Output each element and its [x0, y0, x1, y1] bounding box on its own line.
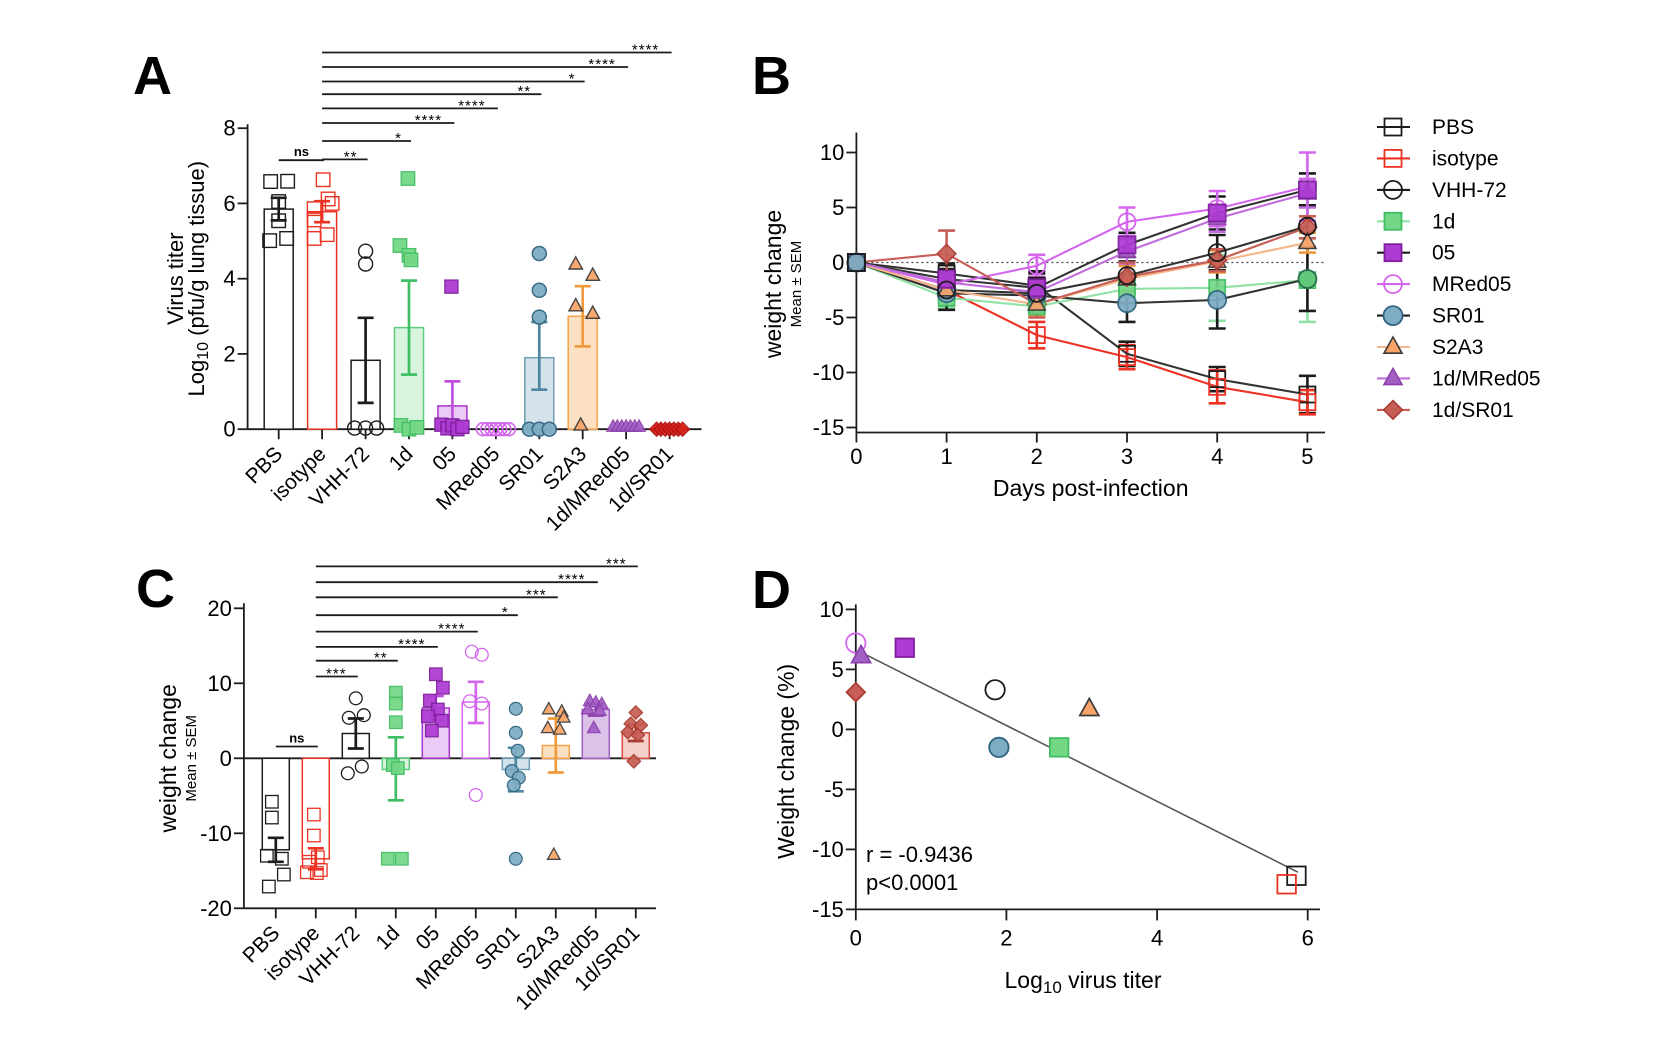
svg-text:-10: -10	[813, 360, 845, 385]
svg-text:PBS: PBS	[1432, 116, 1474, 139]
svg-text:S2A3: S2A3	[1432, 336, 1483, 359]
svg-text:weight change: weight change	[760, 210, 786, 359]
svg-text:10: 10	[207, 671, 231, 696]
svg-text:-5: -5	[825, 305, 845, 330]
svg-text:2: 2	[1000, 925, 1012, 950]
svg-text:SR01: SR01	[1432, 305, 1485, 328]
svg-text:r = -0.9436: r = -0.9436	[866, 842, 973, 867]
svg-text:1d: 1d	[1432, 210, 1455, 233]
svg-text:0: 0	[223, 417, 235, 442]
svg-text:5: 5	[832, 657, 844, 682]
svg-text:Days post-infection: Days post-infection	[993, 475, 1189, 501]
svg-text:ns: ns	[294, 144, 309, 159]
svg-text:VHH-72: VHH-72	[1432, 179, 1507, 202]
svg-text:-10: -10	[200, 821, 232, 846]
svg-text:1d/SR01: 1d/SR01	[1432, 399, 1514, 422]
svg-text:***: ***	[526, 586, 547, 603]
svg-text:Weight change (%): Weight change (%)	[773, 664, 799, 859]
svg-text:-5: -5	[824, 777, 844, 802]
svg-text:4: 4	[223, 266, 235, 291]
svg-text:****: ****	[398, 636, 425, 653]
svg-text:p<0.0001: p<0.0001	[866, 870, 958, 895]
svg-text:****: ****	[458, 97, 485, 114]
svg-text:-10: -10	[812, 837, 844, 862]
svg-text:-15: -15	[813, 415, 845, 440]
svg-text:*: *	[502, 604, 509, 621]
svg-text:20: 20	[207, 596, 231, 621]
svg-text:0: 0	[220, 746, 232, 771]
svg-text:4: 4	[1151, 925, 1163, 950]
svg-text:2: 2	[223, 341, 235, 366]
svg-text:*: *	[569, 71, 576, 88]
svg-text:C: C	[136, 559, 175, 619]
svg-text:6: 6	[223, 191, 235, 216]
svg-text:**: **	[344, 148, 358, 165]
svg-text:****: ****	[588, 56, 615, 73]
svg-text:Log10 virus titer: Log10 virus titer	[1005, 967, 1162, 997]
svg-text:***: ***	[326, 666, 347, 683]
svg-text:****: ****	[438, 621, 465, 638]
svg-text:**: **	[374, 650, 388, 667]
svg-text:****: ****	[558, 571, 585, 588]
svg-text:*: *	[395, 130, 402, 147]
svg-text:5: 5	[1301, 444, 1313, 469]
svg-text:0: 0	[850, 444, 862, 469]
svg-text:-20: -20	[200, 896, 232, 921]
svg-text:5: 5	[832, 195, 844, 220]
svg-text:0: 0	[832, 717, 844, 742]
svg-text:ns: ns	[289, 731, 304, 746]
svg-text:-15: -15	[812, 897, 844, 922]
svg-text:****: ****	[415, 112, 442, 129]
svg-text:Mean ± SEM: Mean ± SEM	[183, 715, 200, 802]
svg-text:**: **	[517, 83, 531, 100]
svg-text:weight change: weight change	[155, 684, 181, 833]
svg-text:3: 3	[1121, 444, 1133, 469]
svg-text:****: ****	[632, 42, 659, 59]
svg-text:1: 1	[940, 444, 952, 469]
svg-text:B: B	[752, 46, 791, 106]
svg-text:Virus titer: Virus titer	[163, 232, 188, 325]
svg-text:0: 0	[850, 925, 862, 950]
svg-text:Log10 (pfu/g lung tissue): Log10 (pfu/g lung tissue)	[184, 161, 212, 397]
svg-text:D: D	[752, 560, 791, 620]
svg-text:6: 6	[1302, 925, 1314, 950]
svg-text:MRed05: MRed05	[1432, 273, 1511, 296]
svg-text:10: 10	[819, 597, 843, 622]
svg-text:8: 8	[223, 116, 235, 141]
svg-text:10: 10	[820, 140, 844, 165]
svg-text:0: 0	[832, 250, 844, 275]
svg-text:05: 05	[1432, 242, 1455, 265]
svg-text:2: 2	[1031, 444, 1043, 469]
svg-text:1d/MRed05: 1d/MRed05	[1432, 367, 1541, 390]
svg-text:4: 4	[1211, 444, 1223, 469]
svg-text:Mean ± SEM: Mean ± SEM	[788, 241, 805, 328]
svg-text:isotype: isotype	[1432, 147, 1499, 170]
svg-text:***: ***	[606, 555, 627, 572]
svg-text:A: A	[133, 46, 172, 106]
